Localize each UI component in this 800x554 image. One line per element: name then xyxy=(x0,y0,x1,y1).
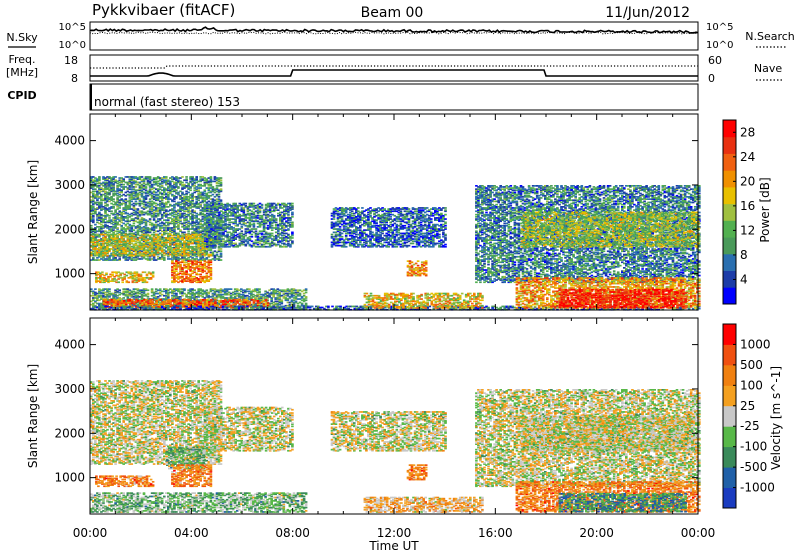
echo-cell xyxy=(131,201,134,203)
radar-summary-plot: Pykkvibaer (fitACF) Beam 00 11/Jun/2012 … xyxy=(0,0,800,554)
echo-cell xyxy=(92,215,95,217)
nsky-label: N.Sky xyxy=(6,31,38,44)
echo-cell xyxy=(135,186,138,188)
echo-cell xyxy=(118,207,121,209)
freq-label-line1: Freq. xyxy=(8,53,35,66)
echo-cell xyxy=(92,257,95,259)
echo-cell xyxy=(122,184,125,186)
echo-cell xyxy=(137,208,140,210)
freq-top-tick: 18 xyxy=(64,54,78,67)
echo-cell xyxy=(106,204,109,206)
echo-cell xyxy=(94,188,97,190)
nsky-top-tick: 10^5 xyxy=(59,22,86,33)
echo-cell xyxy=(149,218,152,220)
echo-cell xyxy=(92,199,95,201)
echo-cell xyxy=(100,202,103,204)
freq-bottom-tick: 8 xyxy=(71,72,78,85)
echo-cell xyxy=(122,178,125,180)
echo-cell xyxy=(98,212,101,214)
echo-cell xyxy=(114,176,117,178)
nsearch-bottom-tick: 10^0 xyxy=(706,40,733,51)
echo-cell xyxy=(92,206,95,208)
nsearch-top-tick: 10^5 xyxy=(706,22,733,33)
echo-cell xyxy=(108,215,111,217)
power-heatmap-cells xyxy=(90,176,701,311)
station-title: Pykkvibaer (fitACF) xyxy=(92,1,235,19)
echo-cell xyxy=(135,201,138,203)
echo-cell xyxy=(112,206,115,208)
nave-series-line xyxy=(90,66,698,68)
echo-cell xyxy=(108,217,111,219)
echo-cell xyxy=(133,229,136,231)
freq-panel-frame xyxy=(90,55,698,81)
date-title: 11/Jun/2012 xyxy=(605,5,690,21)
echo-cell xyxy=(92,218,95,220)
nave-top-tick: 60 xyxy=(708,54,722,67)
nsky-panel-frame xyxy=(90,22,698,50)
echo-cell xyxy=(133,223,136,225)
echo-cell xyxy=(139,198,142,200)
echo-cell xyxy=(110,210,113,212)
cpid-label: CPID xyxy=(7,89,36,102)
cpid-text: normal (fast stereo) 153 xyxy=(94,95,240,109)
echo-cell xyxy=(120,225,123,227)
nsky-series-line xyxy=(90,27,698,33)
nsky-bottom-tick: 10^0 xyxy=(59,40,86,51)
nave-bottom-tick: 0 xyxy=(708,72,715,85)
echo-cell xyxy=(149,176,152,178)
nave-label: Nave xyxy=(754,62,782,75)
echo-cell xyxy=(118,258,121,260)
echo-cell xyxy=(112,198,115,200)
echo-cell xyxy=(98,176,101,178)
echo-cell xyxy=(125,198,128,200)
nsearch-label: N.Search xyxy=(745,30,795,43)
echo-cell xyxy=(145,186,148,188)
echo-cell xyxy=(114,257,117,259)
beam-title: Beam 00 xyxy=(361,5,424,21)
echo-cell xyxy=(94,224,97,226)
echo-cell xyxy=(141,176,144,178)
freq-series-line xyxy=(90,70,698,76)
freq-label-line2: [MHz] xyxy=(6,66,38,79)
echo-cell xyxy=(116,227,119,229)
